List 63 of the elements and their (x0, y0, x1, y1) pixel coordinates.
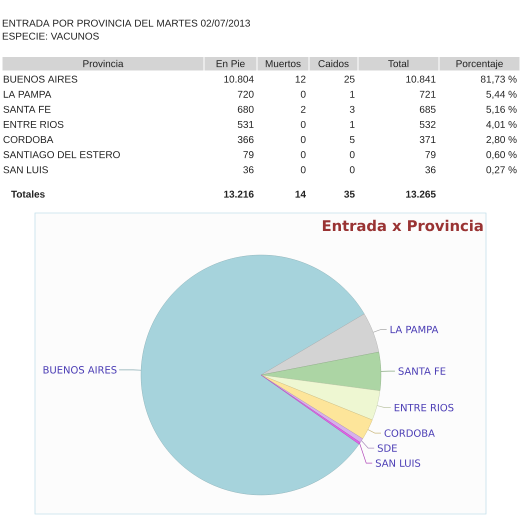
category-label: Caidos (318, 60, 349, 68)
slice-label: ENTRE RIOS (394, 404, 454, 412)
category-label: ENTRE RIOS (4, 120, 64, 128)
text: 5 (350, 136, 355, 144)
category-label: Totales (11, 190, 45, 198)
text: 0 (350, 151, 355, 158)
text: 2,80 % (486, 136, 517, 144)
category-label: SANTA FE (3, 106, 51, 113)
text: 685 (420, 106, 436, 113)
text: 1 (350, 121, 355, 128)
text: 5,16 % (486, 106, 517, 114)
text: 13.265 (406, 190, 436, 198)
text: 25 (344, 76, 355, 83)
text: 10.841 (406, 76, 436, 83)
text: 720 (238, 90, 254, 98)
text: 13.216 (224, 190, 254, 198)
text: 366 (238, 136, 254, 144)
text: 0,60 % (486, 151, 517, 160)
text: 2 (300, 106, 306, 113)
category-label: En Pie (216, 60, 245, 68)
text: 0 (350, 166, 355, 174)
slice-label: SANTA FE (398, 367, 446, 375)
text: ESPECIE: VACUNOS (2, 32, 99, 40)
text: 79 (425, 151, 436, 158)
text: 10.804 (224, 76, 254, 83)
text: Provincia (83, 60, 124, 68)
text: 680 (238, 106, 254, 113)
text: 1 (350, 90, 355, 98)
text: 36 (425, 166, 436, 174)
text: 721 (420, 90, 436, 98)
text: 531 (238, 120, 254, 128)
category-label: Total (388, 60, 408, 68)
slice-label: BUENOS AIRES (44, 366, 117, 374)
text: 79 (243, 151, 254, 158)
slice-label: SAN LUIS (376, 459, 420, 467)
slice-label: SDE (378, 444, 397, 452)
slice-label: CORDOBA (384, 429, 435, 437)
text: 0 (300, 166, 306, 174)
category-label: SAN LUIS (3, 166, 48, 174)
text: 532 (420, 120, 436, 128)
text: 35 (344, 190, 355, 198)
text: 12 (296, 76, 306, 83)
category-label: Porcentaje (456, 60, 503, 70)
text: 36 (243, 166, 254, 174)
text: 0 (300, 151, 306, 158)
category-label: Muertos (266, 60, 301, 68)
text: 4,01 % (486, 120, 517, 130)
category-label: LA PAMPA (4, 90, 52, 98)
text: 3 (350, 106, 355, 113)
text: 81,73 % (480, 76, 517, 84)
category-label: BUENOS AIRES (4, 76, 78, 83)
text: ENTRADA POR PROVINCIA DEL MARTES 02/07/2013 (2, 19, 250, 27)
slice-label: LA PAMPA (390, 326, 438, 334)
text: 14 (296, 190, 306, 198)
category-label: CORDOBA (4, 136, 54, 144)
text: 0,27 % (486, 166, 517, 174)
text: 0 (300, 120, 306, 128)
category-label: SANTIAGO DEL ESTERO (3, 151, 120, 158)
chart-title: Entrada x Provincia (322, 220, 483, 232)
text: 371 (420, 136, 436, 144)
text: 0 (300, 90, 306, 98)
text: 5,44 % (486, 90, 517, 99)
text: 0 (300, 136, 306, 144)
